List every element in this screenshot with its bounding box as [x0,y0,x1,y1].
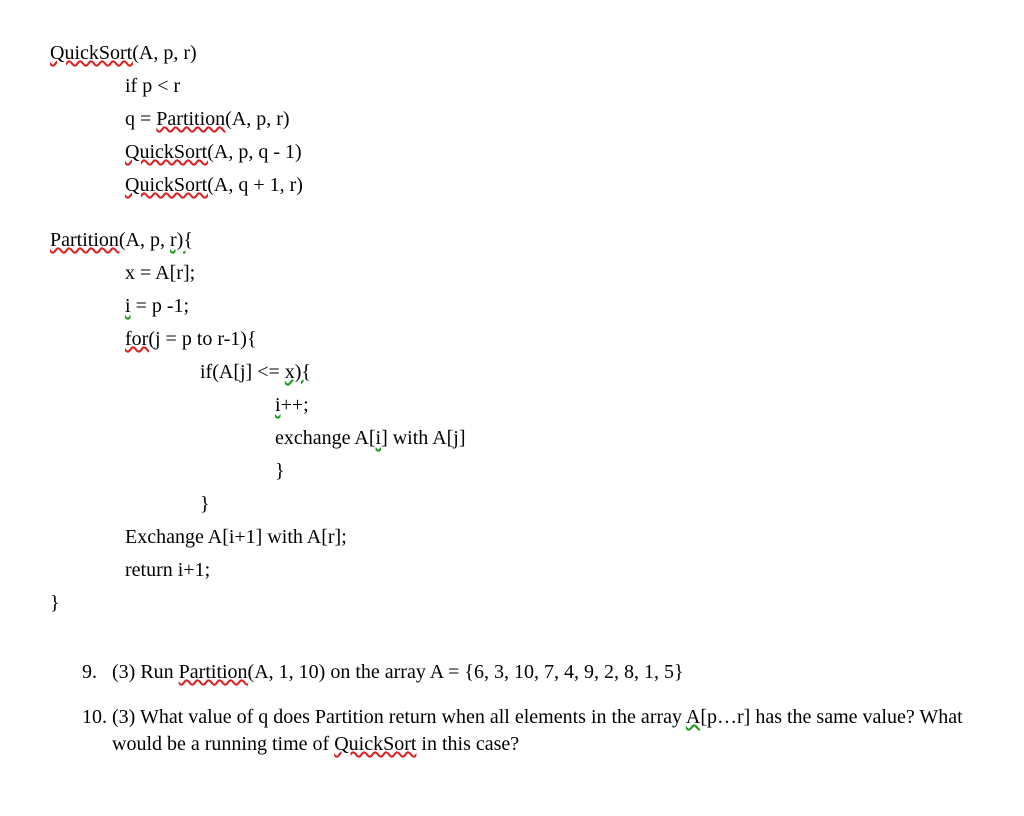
text: (3) [112,706,140,728]
text: ] with A[j] [381,427,465,449]
text: r){ [170,229,193,251]
code-line: if(A[j] <= x){ [50,359,974,386]
question-body: (3) Run Partition(A, 1, 10) on the array… [112,659,974,686]
question-9: 9. (3) Run Partition(A, 1, 10) on the ar… [82,659,974,686]
code-line: Exchange A[i+1] with A[r]; [50,524,974,551]
code-line: x = A[r]; [50,260,974,287]
code-line: QuickSort(A, q + 1, r) [50,172,974,199]
code-line: } [50,590,974,617]
code-line: exchange A[i] with A[j] [50,425,974,452]
text: for( [125,328,155,350]
text: x){ [285,361,311,383]
code-line: } [50,491,974,518]
text: QuickSort( [125,174,214,196]
text: A, p, q - 1) [214,141,302,163]
code-line: QuickSort(A, p, q - 1) [50,139,974,166]
code-line: return i+1; [50,557,974,584]
text: (3) [112,661,140,683]
code-line: for(j = p to r-1){ [50,326,974,353]
text: A, q + 1, r) [214,174,303,196]
text: QuickSort( [50,42,139,64]
question-10: 10. (3) What value of q does Partition r… [82,704,974,758]
code-line: if p < r [50,73,974,100]
question-body: (3) What value of q does Partition retur… [112,704,974,758]
text: q = [125,108,156,130]
text: QuickSort [334,733,416,755]
text: A, p, r) [139,42,197,64]
text: if(A[j] <= [200,361,285,383]
text: exchange A[ [275,427,376,449]
text: What value of q does Partition return wh… [140,706,686,728]
partition-header: Partition(A, p, r){ [50,227,974,254]
text: Partition( [179,661,255,683]
text: A, p, [126,229,170,251]
code-line: i = p -1; [50,293,974,320]
text: A[ [686,706,707,728]
text: Run [140,661,178,683]
quicksort-header: QuickSort(A, p, r) [50,40,974,67]
text: = p -1; [131,295,190,317]
text: = p to r-1){ [161,328,257,350]
text: Partition( [156,108,232,130]
text: A, p, r) [232,108,290,130]
question-number: 10. [82,704,112,758]
code-line: } [50,458,974,485]
text: in this case? [416,733,519,755]
code-line: i++; [50,392,974,419]
text: ++; [281,394,309,416]
text: QuickSort( [125,141,214,163]
text: Partition( [50,229,126,251]
text: A, 1, 10) on the array A = {6, 3, 10, 7,… [254,661,683,683]
question-number: 9. [82,659,112,686]
code-line: q = Partition(A, p, r) [50,106,974,133]
